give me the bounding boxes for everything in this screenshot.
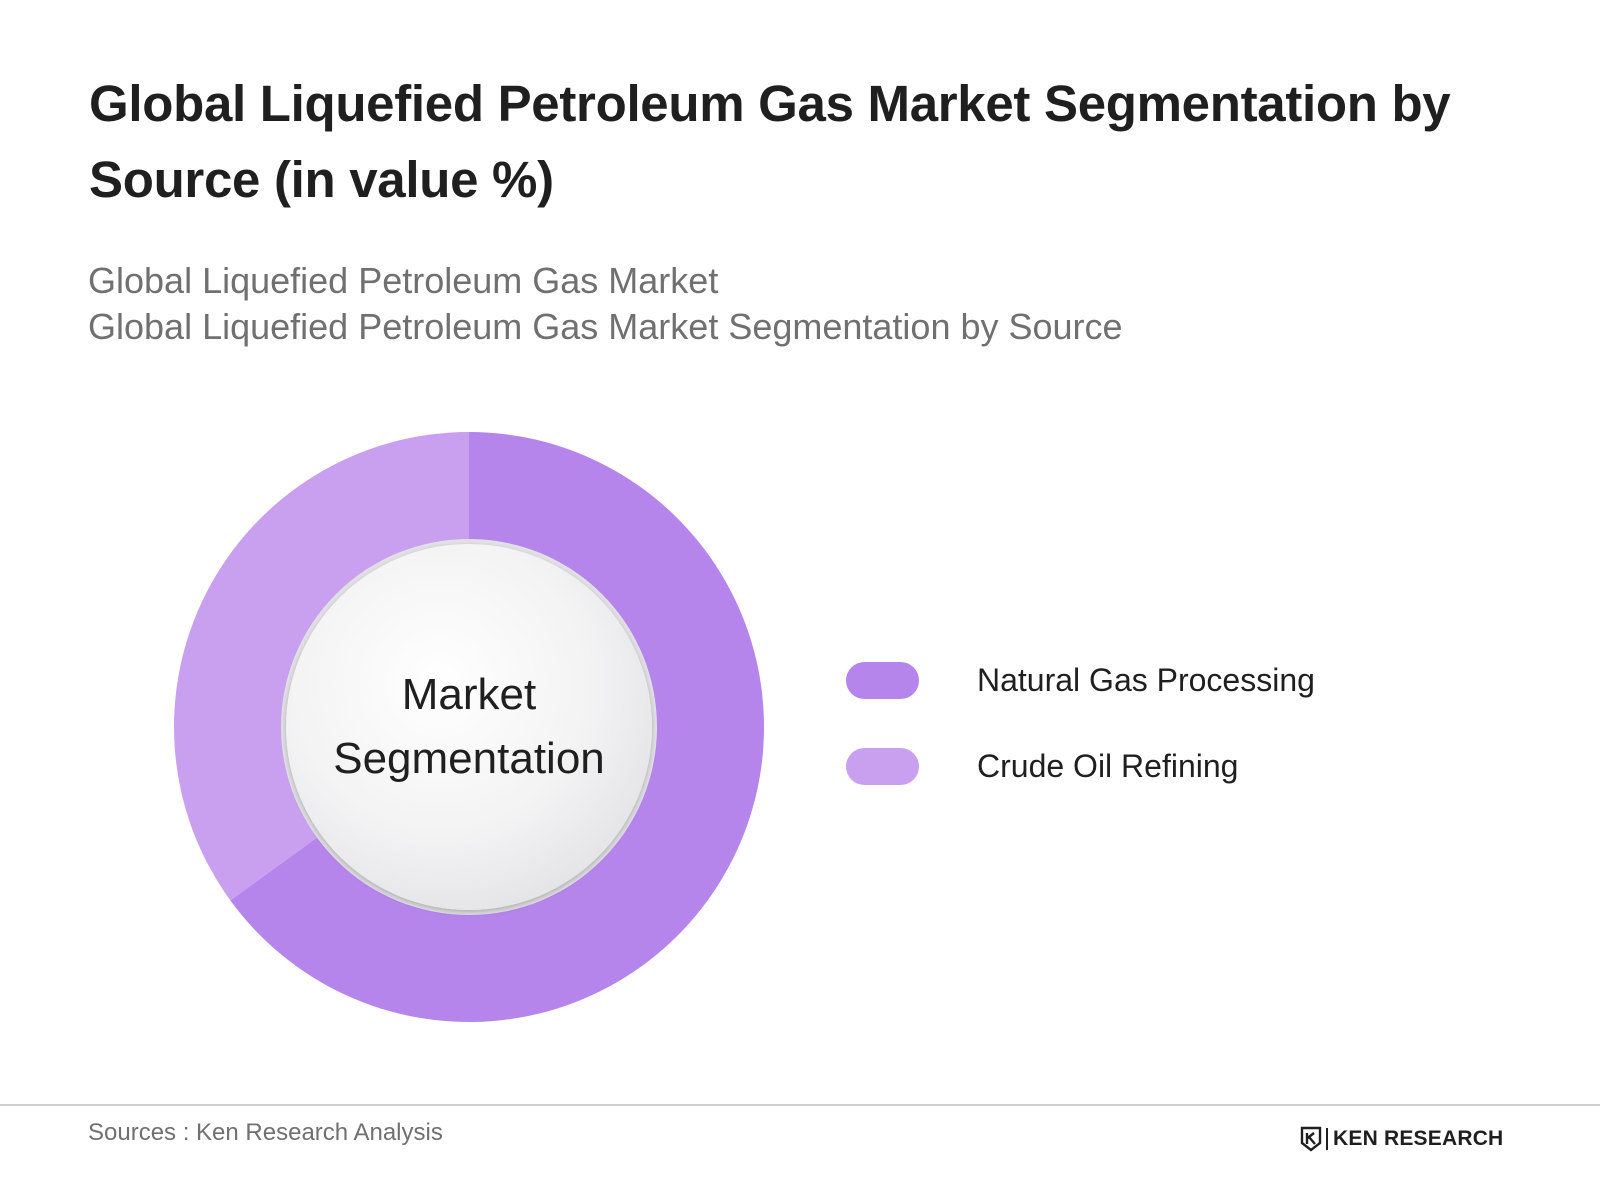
legend-swatch-crude-oil-refining xyxy=(846,748,919,785)
center-label-line-1: Market xyxy=(401,670,537,719)
ken-research-logo-text: KEN RESEARCH xyxy=(1333,1127,1504,1150)
chart-subtitle: Global Liquefied Petroleum Gas Market Gl… xyxy=(88,258,1123,350)
sources-note: Sources : Ken Research Analysis xyxy=(88,1119,443,1146)
ken-research-logo-mark-icon xyxy=(1300,1126,1322,1152)
subtitle-line-1: Global Liquefied Petroleum Gas Market xyxy=(88,260,719,301)
ken-research-logo-separator xyxy=(1326,1128,1328,1150)
ken-research-logo: KEN RESEARCH xyxy=(1300,1124,1503,1154)
subtitle-line-2: Global Liquefied Petroleum Gas Market Se… xyxy=(88,306,1123,347)
donut-center-face xyxy=(286,544,652,910)
chart-title: Global Liquefied Petroleum Gas Market Se… xyxy=(89,75,1451,208)
legend-label-natural-gas-processing: Natural Gas Processing xyxy=(977,662,1315,698)
footer-divider xyxy=(0,1104,1600,1106)
center-label-line-2: Segmentation xyxy=(333,734,605,783)
donut-center-label: Market Segmentation xyxy=(284,542,654,912)
legend-label-crude-oil-refining: Crude Oil Refining xyxy=(977,748,1239,784)
legend-swatch-natural-gas-processing xyxy=(846,662,919,699)
